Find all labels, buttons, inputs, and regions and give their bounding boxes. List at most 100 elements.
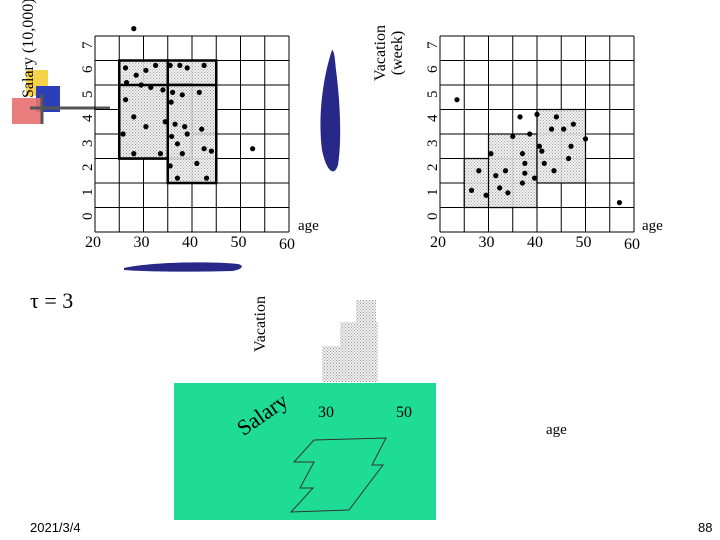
age-3d-tick-50: 50	[396, 404, 412, 421]
vacation-x-tick: 30	[478, 234, 495, 251]
salary-y-tick: 1	[80, 188, 96, 196]
age-projection-blob	[124, 262, 242, 272]
salary-point	[167, 62, 173, 68]
salary-point	[182, 124, 188, 130]
salary-point	[148, 84, 154, 91]
vacation-point	[616, 200, 623, 206]
salary-point	[162, 119, 168, 125]
vacation-point	[483, 192, 489, 198]
vacation-x-tick: 60	[624, 236, 640, 253]
vacation-point	[570, 121, 576, 127]
vacation-point	[568, 143, 574, 149]
vacation-point	[561, 126, 567, 132]
vacation-point	[488, 151, 494, 157]
salary-point	[122, 65, 129, 71]
salary-point	[208, 148, 214, 154]
salary-point	[250, 146, 256, 152]
vacation-x-tick: 50	[575, 234, 592, 251]
salary-point	[131, 114, 137, 120]
salary-dense-region	[166, 83, 218, 185]
salary-point	[174, 141, 181, 147]
salary-x-tick: 50	[230, 234, 247, 251]
salary-point	[196, 89, 202, 95]
vacation-point	[517, 114, 523, 120]
footer-date: 2021/3/4	[30, 520, 81, 535]
salary-point	[184, 65, 190, 71]
salary-point	[143, 124, 149, 130]
tau-label: τ = 3	[30, 288, 74, 313]
salary-point	[131, 26, 137, 32]
right-x-axis-label: age	[642, 218, 663, 234]
vacation-point	[582, 136, 589, 142]
vacation-y-tick: 5	[425, 90, 441, 98]
salary-point	[168, 99, 174, 105]
salary-point	[179, 151, 185, 157]
vacation-y-tick: 2	[425, 163, 441, 172]
age-3d-label: age	[546, 422, 567, 438]
vacation-axis-label: Vacation (week)	[372, 25, 406, 81]
vacation-x-tick: 20	[430, 234, 446, 251]
vacation-point	[497, 185, 503, 191]
vacation-point	[519, 180, 526, 186]
age-3d-tick-30: 30	[318, 404, 334, 421]
salary-y-tick: 2	[80, 163, 96, 172]
vacation-point	[551, 168, 557, 174]
salary-point	[194, 160, 200, 166]
vacation-points	[454, 97, 623, 206]
vacation-point	[539, 148, 545, 154]
vacation-point	[493, 173, 499, 179]
salary-point	[133, 72, 139, 78]
salary-y-tick: 5	[80, 90, 96, 98]
salary-point	[201, 146, 207, 152]
salary-point	[123, 79, 130, 86]
vacation-point	[541, 160, 547, 166]
salary-point	[203, 175, 210, 181]
salary-point	[138, 82, 144, 88]
vacation-point	[536, 143, 543, 149]
vacation-x-tick: 40	[527, 234, 543, 251]
salary-point	[174, 175, 181, 181]
salary-point	[201, 62, 207, 68]
salary-y-tick: 3	[80, 139, 96, 147]
vacation-dense-region	[487, 133, 538, 209]
salary-point	[120, 131, 126, 137]
salary-y-tick: 6	[80, 65, 96, 74]
salary-point	[131, 151, 137, 157]
salary-projection-blob	[320, 50, 341, 172]
salary-point	[122, 97, 129, 103]
vacation-point	[502, 168, 509, 174]
salary-point	[157, 151, 164, 157]
vacation-point	[522, 170, 528, 176]
salary-point	[169, 133, 175, 140]
vacation-point	[548, 126, 555, 132]
salary-y-tick: 7	[80, 41, 96, 49]
vacation-point	[476, 168, 482, 174]
vacation-point	[510, 133, 516, 140]
vacation-point	[468, 187, 475, 193]
salary-x-tick: 60	[279, 236, 295, 253]
vacation-dense-region	[536, 108, 587, 184]
salary-points	[120, 26, 256, 181]
vacation-y-tick: 4	[425, 114, 441, 123]
salary-point	[179, 92, 185, 98]
salary-point	[153, 62, 159, 68]
salary-dense-regions	[118, 59, 218, 185]
salary-y-tick: 4	[80, 114, 96, 123]
page-number: 88	[698, 520, 713, 535]
vacation-y-tick: 7	[425, 41, 441, 49]
vacation-point	[519, 151, 526, 157]
vacation-point	[527, 131, 533, 137]
salary-point	[170, 89, 176, 95]
salary-x-tick: 40	[182, 234, 198, 251]
vacation-3d-label: Vacation	[252, 296, 269, 352]
salary-point	[143, 67, 149, 73]
vacation-point	[534, 111, 540, 117]
salary-point	[184, 131, 190, 137]
salary-point	[199, 126, 205, 132]
salary-x-tick: 30	[133, 234, 150, 251]
salary-point	[167, 163, 173, 169]
salary-axis-label: Salary (10,000)	[20, 0, 37, 98]
corner-decoration	[12, 70, 110, 124]
